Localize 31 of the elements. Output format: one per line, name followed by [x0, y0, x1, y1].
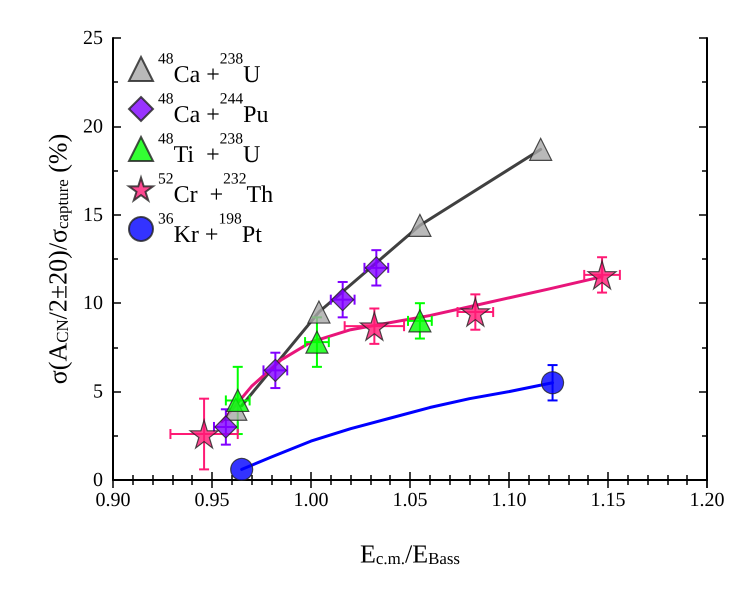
x-tick-label: 0.90 — [96, 489, 130, 511]
y-tick-label: 5 — [93, 380, 103, 403]
point — [305, 330, 329, 354]
point — [360, 312, 389, 341]
x-tick-label: 0.95 — [194, 489, 230, 511]
y-axis-title: σ(ACN/2±20)/σcapture (%) — [44, 134, 72, 384]
point — [364, 256, 388, 280]
point — [587, 260, 617, 290]
point — [264, 358, 287, 382]
point — [460, 297, 490, 327]
x-tick-label: 1.00 — [294, 489, 328, 511]
point — [307, 300, 331, 324]
x-tick-label: 1.05 — [392, 489, 428, 511]
point — [230, 458, 254, 481]
x-tick-label: 1.15 — [590, 489, 626, 511]
point — [331, 288, 354, 312]
y-tick-label: 10 — [83, 292, 103, 314]
point — [214, 415, 238, 439]
y-tick-label: 15 — [83, 204, 103, 226]
y-tick-label: 25 — [83, 27, 103, 49]
point — [540, 371, 564, 394]
point — [408, 309, 432, 332]
x-tick-label: 1.10 — [492, 489, 526, 511]
y-tick-label: 20 — [83, 115, 103, 138]
point — [226, 388, 250, 412]
y-tick-label: 0 — [93, 469, 103, 491]
point — [529, 138, 552, 161]
x-axis-title: Ec.m./EBass — [360, 540, 460, 568]
x-tick-label: 1.20 — [690, 489, 724, 511]
point — [408, 214, 432, 238]
point — [189, 419, 219, 449]
